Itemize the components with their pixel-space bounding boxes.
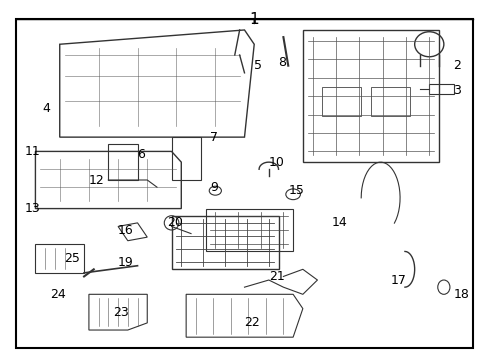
Bar (370, 87, 409, 116)
Text: 14: 14 (331, 216, 347, 229)
Text: 20: 20 (166, 216, 182, 229)
Bar (108, 144, 137, 180)
Text: 2: 2 (453, 59, 461, 72)
Text: 17: 17 (389, 274, 406, 287)
Text: 7: 7 (210, 131, 218, 144)
Text: 16: 16 (118, 224, 134, 237)
Text: 12: 12 (89, 174, 104, 186)
Text: 24: 24 (50, 288, 65, 301)
Text: 19: 19 (118, 256, 134, 269)
Text: 6: 6 (137, 148, 145, 162)
Text: 4: 4 (42, 102, 50, 115)
Text: 23: 23 (113, 306, 129, 319)
Text: 9: 9 (210, 181, 218, 194)
Text: 5: 5 (254, 59, 262, 72)
Bar (205, 208, 292, 251)
Text: 3: 3 (453, 84, 461, 97)
FancyBboxPatch shape (16, 19, 472, 348)
Text: 1: 1 (249, 12, 259, 27)
Bar (428, 84, 453, 94)
Text: 22: 22 (244, 316, 260, 329)
Bar (171, 137, 201, 180)
Text: 18: 18 (453, 288, 468, 301)
Text: 15: 15 (287, 184, 304, 197)
Bar (171, 216, 278, 269)
Text: 13: 13 (24, 202, 40, 215)
Text: 11: 11 (24, 145, 40, 158)
Bar (35, 244, 84, 273)
Text: 8: 8 (278, 55, 286, 69)
Text: 10: 10 (268, 156, 284, 168)
Text: 25: 25 (64, 252, 81, 265)
Text: 21: 21 (268, 270, 284, 283)
Bar (322, 87, 361, 116)
